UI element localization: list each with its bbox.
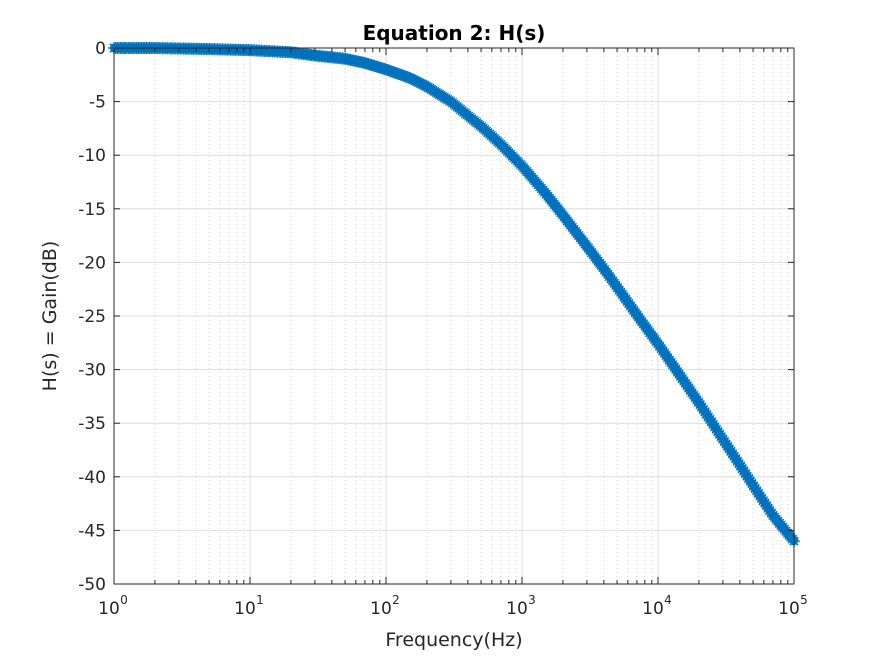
y-tick-label: -40 [78,468,106,488]
x-tick-label-exponent: 0 [120,593,128,607]
x-tick-label-base: 10 [778,599,800,619]
y-tick-label: -10 [78,146,106,166]
x-tick-label-base: 10 [370,599,392,619]
x-tick-label-base: 10 [642,599,664,619]
x-tick-label-base: 10 [98,599,120,619]
y-tick-label: -25 [78,307,106,327]
y-tick-label: -20 [78,253,106,273]
y-tick-label: -5 [89,93,106,113]
x-tick-label-exponent: 5 [800,593,808,607]
x-tick-label-base: 10 [234,599,256,619]
y-tick-label: 0 [95,39,106,59]
y-axis-label: H(s) = Gain(dB) [39,241,61,392]
grid [113,47,794,585]
y-tick-label: -50 [78,575,106,595]
y-tick-label: -35 [78,414,106,434]
x-tick-label-exponent: 2 [392,593,400,607]
y-tick-label: -30 [78,361,106,381]
x-tick-label-base: 10 [506,599,528,619]
x-tick-label-exponent: 1 [256,593,264,607]
x-tick-label-exponent: 3 [528,593,536,607]
chart-title: Equation 2: H(s) [363,21,546,45]
x-tick-label: 10 1 [234,593,264,619]
x-tick-label: 10 4 [642,593,672,619]
x-tick-label: 10 3 [506,593,536,619]
x-tick-label: 10 0 [98,593,128,619]
y-tick-label: -45 [78,521,106,541]
x-tick-label: 10 5 [778,593,808,619]
y-tick-label: -15 [78,200,106,220]
x-axis-label: Frequency(Hz) [385,629,522,651]
x-tick-label-exponent: 4 [664,593,672,607]
x-tick-label: 10 2 [370,593,400,619]
